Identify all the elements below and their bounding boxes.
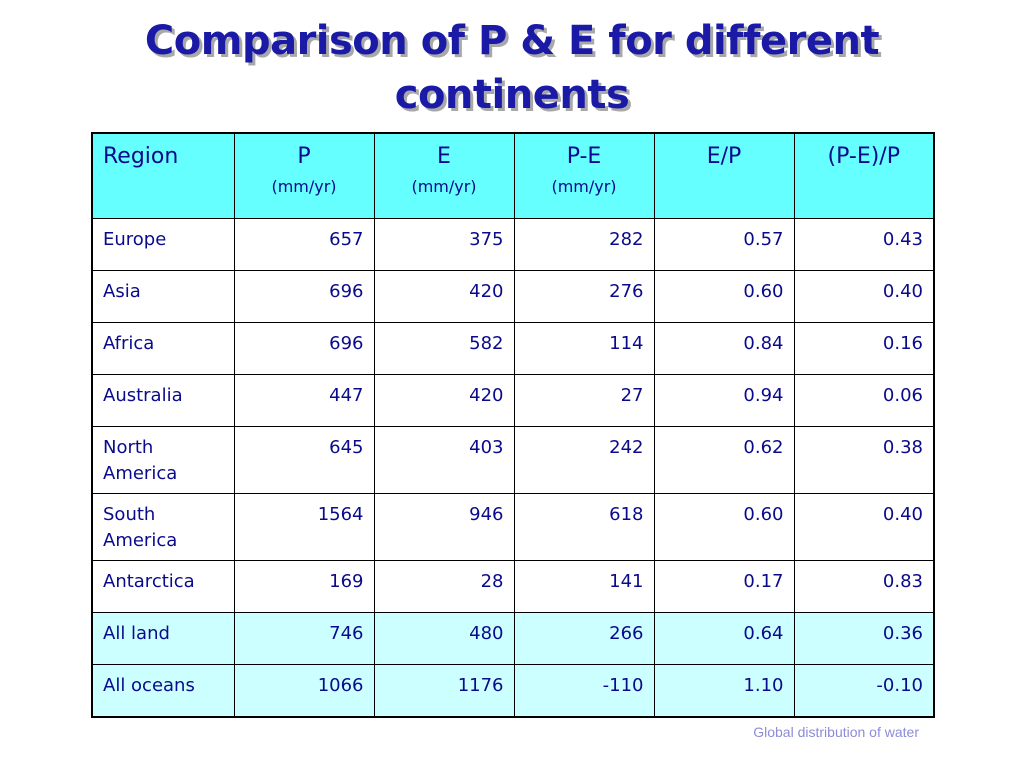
cell-p-minus-e: 27 [513,374,655,427]
header-label: (P-E)/P [827,144,900,169]
table-row: North America 645 403 242 0.62 0.38 [91,426,935,494]
cell-region: Africa [91,322,235,375]
cell-e-over-p: 0.62 [653,426,795,494]
column-header-p-minus-e: P-E (mm/yr) [513,132,655,219]
cell-region: Australia [91,374,235,427]
cell-p: 1066 [233,664,375,718]
cell-region: Europe [91,218,235,271]
table-row-all-oceans: All oceans 1066 1176 -110 1.10 -0.10 [91,664,935,718]
cell-e-over-p: 0.84 [653,322,795,375]
table-row: Asia 696 420 276 0.60 0.40 [91,270,935,323]
header-unit: (mm/yr) [551,177,617,196]
cell-e-over-p: 0.64 [653,612,795,665]
header-label: Region [103,144,179,169]
cell-p: 746 [233,612,375,665]
cell-p: 696 [233,270,375,323]
table-row: Africa 696 582 114 0.84 0.16 [91,322,935,375]
cell-pe-over-p: 0.40 [793,270,935,323]
title-line-1: Comparison of P & E for different [144,18,880,64]
table-row-all-land: All land 746 480 266 0.64 0.36 [91,612,935,665]
cell-p: 1564 [233,493,375,561]
cell-p-minus-e: 282 [513,218,655,271]
cell-pe-over-p: 0.38 [793,426,935,494]
cell-pe-over-p: 0.83 [793,560,935,613]
column-header-region: Region [91,132,235,219]
header-unit: (mm/yr) [271,177,337,196]
cell-region: Asia [91,270,235,323]
cell-p-minus-e: 242 [513,426,655,494]
header-label: E [437,144,451,169]
table-header-row: Region P (mm/yr) E (mm/yr) P-E (mm/yr) E… [91,132,935,219]
header-unit: (mm/yr) [411,177,477,196]
cell-e: 1176 [373,664,515,718]
table-row: Australia 447 420 27 0.94 0.06 [91,374,935,427]
cell-e: 28 [373,560,515,613]
cell-e: 403 [373,426,515,494]
cell-p-minus-e: 266 [513,612,655,665]
title-line-2: continents [394,72,630,118]
column-header-e-over-p: E/P [653,132,795,219]
cell-e: 375 [373,218,515,271]
header-label: E/P [706,144,742,169]
header-label: P-E [566,144,602,169]
cell-p: 657 [233,218,375,271]
table-row: Europe 657 375 282 0.57 0.43 [91,218,935,271]
cell-region: North America [91,426,235,494]
cell-p: 696 [233,322,375,375]
cell-p: 447 [233,374,375,427]
cell-e: 420 [373,270,515,323]
slide-title: Comparison of P & E for different contin… [0,14,1024,122]
cell-e-over-p: 1.10 [653,664,795,718]
cell-pe-over-p: -0.10 [793,664,935,718]
cell-region: All oceans [91,664,235,718]
cell-region: Antarctica [91,560,235,613]
cell-p: 169 [233,560,375,613]
column-header-e: E (mm/yr) [373,132,515,219]
cell-p-minus-e: -110 [513,664,655,718]
cell-pe-over-p: 0.40 [793,493,935,561]
table-row: South America 1564 946 618 0.60 0.40 [91,493,935,561]
cell-e: 420 [373,374,515,427]
cell-p-minus-e: 276 [513,270,655,323]
cell-p-minus-e: 141 [513,560,655,613]
pe-comparison-table: Region P (mm/yr) E (mm/yr) P-E (mm/yr) E… [91,132,935,718]
column-header-pe-over-p: (P-E)/P [793,132,935,219]
cell-e-over-p: 0.17 [653,560,795,613]
cell-pe-over-p: 0.43 [793,218,935,271]
cell-e-over-p: 0.60 [653,493,795,561]
table-row: Antarctica 169 28 141 0.17 0.83 [91,560,935,613]
cell-region: All land [91,612,235,665]
cell-e-over-p: 0.60 [653,270,795,323]
cell-p: 645 [233,426,375,494]
header-label: P [297,144,311,169]
cell-pe-over-p: 0.06 [793,374,935,427]
cell-e-over-p: 0.94 [653,374,795,427]
cell-e: 946 [373,493,515,561]
cell-pe-over-p: 0.36 [793,612,935,665]
slide-footer: Global distribution of water [753,724,919,740]
cell-p-minus-e: 618 [513,493,655,561]
column-header-p: P (mm/yr) [233,132,375,219]
cell-e: 480 [373,612,515,665]
cell-p-minus-e: 114 [513,322,655,375]
cell-e: 582 [373,322,515,375]
cell-pe-over-p: 0.16 [793,322,935,375]
cell-e-over-p: 0.57 [653,218,795,271]
cell-region: South America [91,493,235,561]
